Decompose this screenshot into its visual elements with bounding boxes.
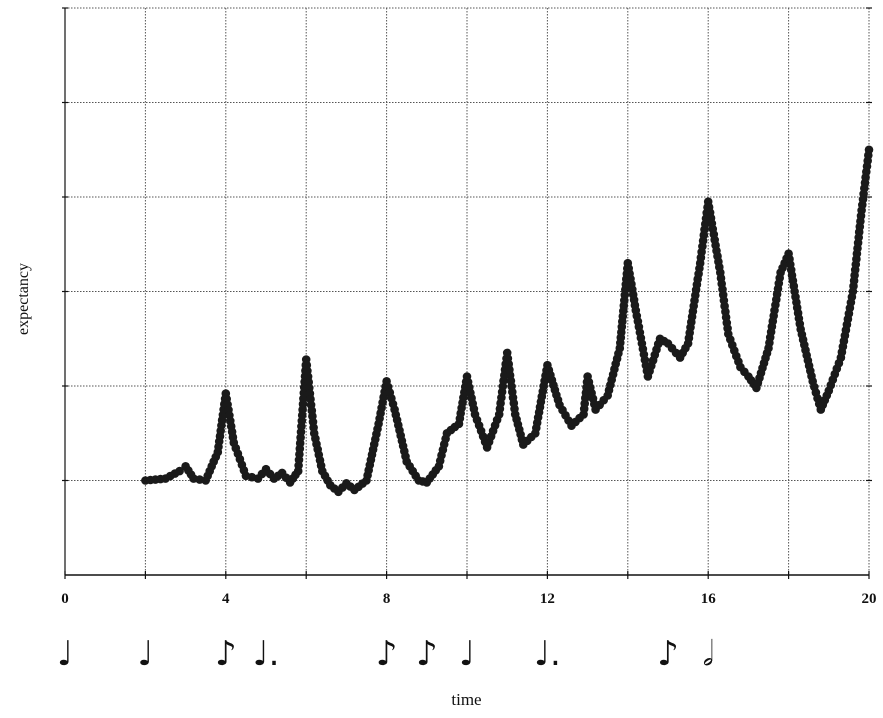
x-tick-label: 20	[862, 591, 877, 607]
rhythm-note: ♩	[57, 634, 73, 674]
rhythm-note: ♩.	[534, 634, 561, 674]
rhythm-note: ♪	[416, 634, 438, 674]
x-tick-label: 16	[701, 591, 717, 607]
y-axis-label-wrap: expectancy	[2, 263, 32, 335]
x-tick-labels: 0 4 8 12 16 20	[61, 591, 876, 607]
y-axis-label: expectancy	[15, 263, 32, 335]
data-series	[141, 145, 874, 497]
rhythm-note: ♪	[215, 634, 237, 674]
x-axis-label: time	[451, 690, 482, 709]
data-point	[864, 145, 874, 155]
x-tick-label: 12	[540, 591, 555, 607]
rhythm-note: ♪	[376, 634, 398, 674]
data-point	[175, 466, 184, 476]
grid	[64, 7, 870, 575]
axes	[62, 7, 872, 579]
x-tick-label: 8	[383, 591, 391, 607]
rhythm-notes: ♩ ♩ ♪ ♩. ♪ ♪ ♩ ♩. ♪ 𝅗𝅥	[57, 634, 714, 674]
series-line	[145, 149, 871, 494]
rhythm-note: ♩	[137, 634, 153, 674]
rhythm-note: ♪	[657, 634, 679, 674]
rhythm-note: 𝅗𝅥	[703, 634, 714, 674]
x-axis-label-wrap: time	[0, 690, 883, 710]
rhythm-note: ♩	[459, 634, 475, 674]
rhythm-note: ♩.	[253, 634, 280, 674]
x-tick-label: 0	[61, 591, 69, 607]
x-tick-label: 4	[222, 591, 230, 607]
